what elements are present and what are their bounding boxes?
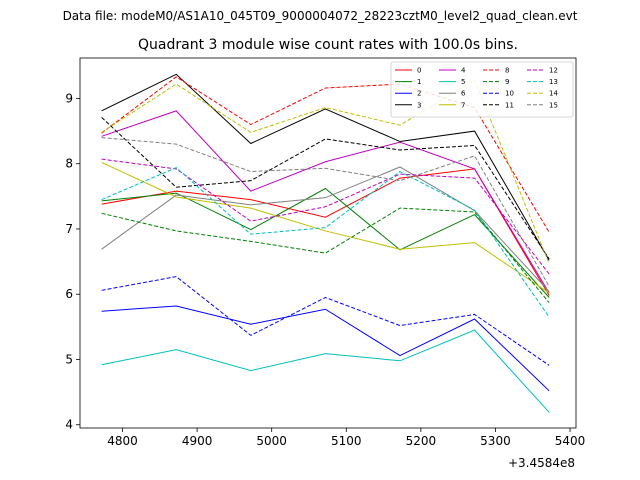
data-file-label: Data file: modeM0/AS1A10_045T09_90000040…: [63, 9, 578, 23]
legend-label-8: 8: [505, 67, 509, 75]
x-tick-label: 5000: [256, 434, 287, 448]
x-tick-label: 4900: [182, 434, 213, 448]
x-tick-label: 5300: [480, 434, 511, 448]
y-tick-label: 9: [65, 91, 73, 105]
legend-label-7: 7: [461, 101, 465, 109]
series-line-12: [101, 158, 550, 275]
legend-box: [390, 61, 574, 118]
series-line-15: [101, 137, 550, 287]
plot-frame: [79, 57, 577, 429]
legend-label-14: 14: [549, 90, 558, 98]
series-line-7: [101, 161, 550, 294]
x-offset-label: +3.4584e8: [508, 456, 575, 470]
series-line-13: [101, 167, 550, 318]
x-tick-label: 5100: [331, 434, 362, 448]
legend-label-5: 5: [461, 78, 465, 86]
series-line-11: [101, 117, 550, 260]
y-tick-label: 4: [65, 418, 73, 432]
series-line-10: [101, 276, 550, 366]
y-tick-label: 8: [65, 157, 73, 171]
x-tick-label: 5400: [555, 434, 586, 448]
y-tick-label: 6: [65, 287, 73, 301]
legend-label-13: 13: [549, 78, 558, 86]
series-line-2: [101, 305, 550, 392]
plot-series-group: [101, 73, 550, 413]
series-line-4: [101, 110, 550, 294]
series-line-3: [101, 73, 550, 261]
legend-label-10: 10: [505, 90, 514, 98]
x-tick-label: 5200: [406, 434, 437, 448]
legend-label-1: 1: [417, 78, 421, 86]
series-line-1: [101, 187, 550, 298]
legend-label-0: 0: [417, 67, 421, 75]
legend-label-15: 15: [549, 101, 558, 109]
series-line-5: [101, 329, 550, 413]
legend-label-2: 2: [417, 90, 421, 98]
y-tick-label: 7: [65, 222, 73, 236]
legend-label-6: 6: [461, 90, 466, 98]
chart-title: Quadrant 3 module wise count rates with …: [138, 37, 518, 53]
legend-label-11: 11: [505, 101, 514, 109]
legend-label-3: 3: [417, 101, 421, 109]
legend-label-4: 4: [461, 67, 466, 75]
legend-label-9: 9: [505, 78, 509, 86]
legend-label-12: 12: [549, 67, 558, 75]
x-tick-label: 4800: [107, 434, 138, 448]
y-tick-label: 5: [65, 352, 73, 366]
